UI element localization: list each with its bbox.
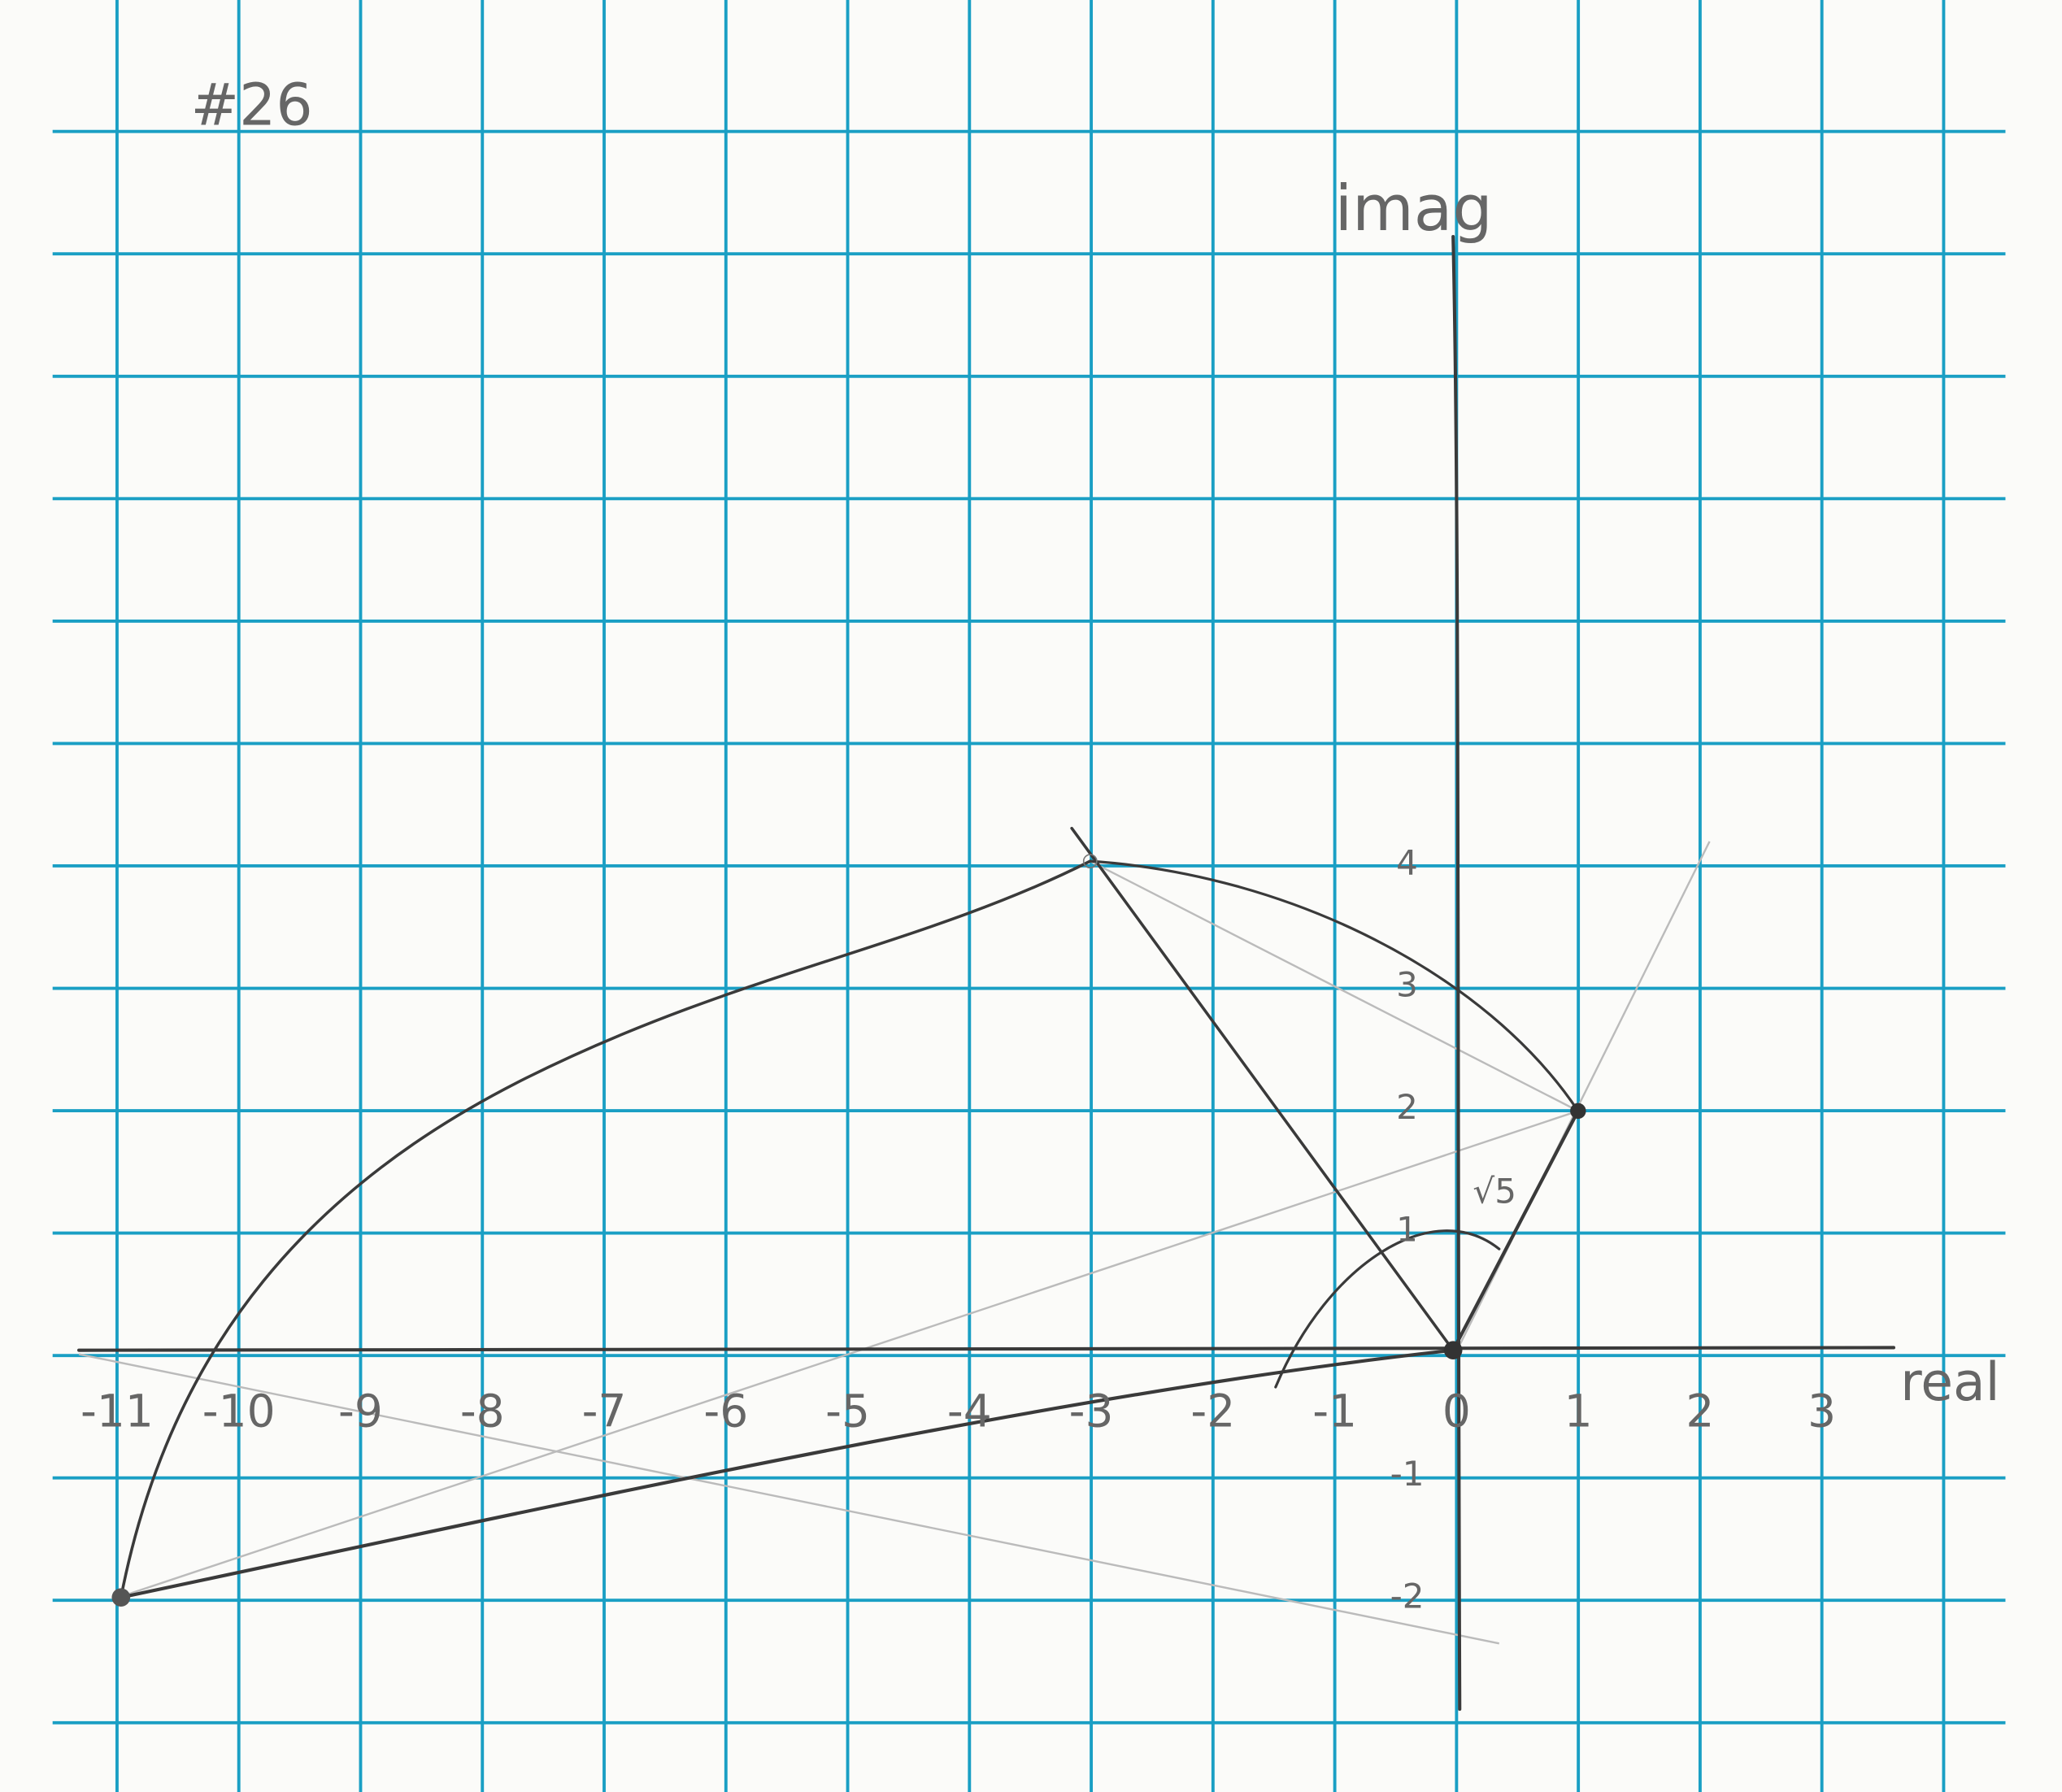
faint-line [118, 1110, 1579, 1598]
faint-line [1455, 841, 1711, 1351]
real-tick-label: -4 [947, 1385, 992, 1437]
line [1070, 826, 1455, 1352]
point [1570, 1103, 1586, 1120]
axis-label: real [1900, 1352, 2000, 1413]
real-tick-label: -5 [825, 1385, 870, 1437]
point [1443, 1341, 1463, 1359]
imag-tick-label: 2 [1396, 1087, 1418, 1127]
vector [1451, 1109, 1580, 1352]
real-tick-label: -6 [703, 1385, 748, 1437]
real-tick-label: 1 [1564, 1385, 1593, 1437]
imag-tick-label: 4 [1396, 842, 1418, 882]
real-axis [77, 1346, 1896, 1352]
real-tick-label: -1 [1312, 1385, 1357, 1437]
imag-tick-label: -2 [1390, 1577, 1425, 1616]
imag-axis [1451, 235, 1462, 1712]
angle-arc [1274, 1229, 1501, 1389]
construction-lines [78, 841, 1711, 1645]
faint-line [78, 1353, 1500, 1645]
real-tick-label: 0 [1442, 1385, 1471, 1437]
axis-label: imag [1335, 172, 1493, 246]
point [1082, 854, 1098, 869]
imag-tick-label: 1 [1396, 1209, 1418, 1249]
imag-tick-label: -1 [1390, 1454, 1425, 1494]
real-tick-label: -2 [1190, 1385, 1235, 1437]
real-tick-label: -7 [582, 1385, 627, 1437]
real-tick-label: -8 [460, 1385, 505, 1437]
arc [120, 859, 1092, 1599]
line [119, 1348, 1455, 1599]
annotation: √5 [1473, 1172, 1516, 1211]
title: #26 [191, 72, 313, 139]
real-tick-label: -9 [338, 1385, 383, 1437]
real-tick-label: -3 [1069, 1385, 1114, 1437]
arc [1089, 859, 1580, 1112]
point [111, 1588, 131, 1607]
real-tick-label: 3 [1808, 1385, 1836, 1437]
grid [52, 0, 2006, 1792]
real-tick-label: -10 [202, 1385, 276, 1437]
real-tick-label: -11 [80, 1385, 154, 1437]
faint-line [1090, 860, 1579, 1112]
real-tick-label: 2 [1686, 1385, 1714, 1437]
imag-tick-label: 3 [1396, 965, 1418, 1005]
